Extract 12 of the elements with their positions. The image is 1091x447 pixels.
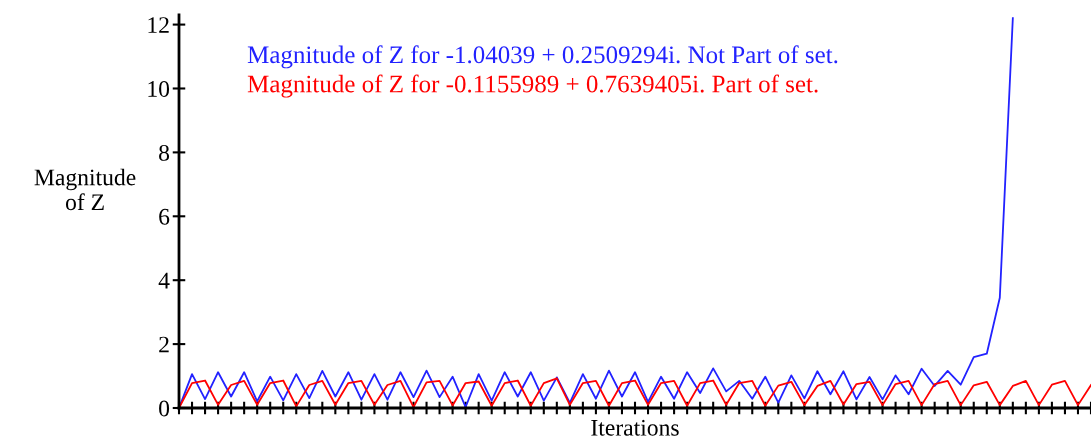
y-tick-label: 10 [148, 80, 170, 97]
y-tick-label: 4 [158, 272, 170, 289]
y-tick-label: 8 [159, 144, 170, 161]
text: Magnitude of Z for -1.04039 + 0.2509294i. Not Part of set. [247, 45, 838, 69]
y-axis-title: Magnitude of Z [34, 168, 136, 211]
line-series [179, 17, 1014, 408]
y-tick-label: 12 [148, 17, 169, 33]
x-axis-title: Iterations [591, 419, 679, 436]
y-tick-label: 2 [159, 336, 169, 353]
text: Magnitude of Z for -0.1155989 + 0.7639405i. Part of set. [247, 74, 818, 98]
y-tick-label: 0 [159, 400, 170, 417]
y-tick-label: 6 [159, 208, 170, 225]
